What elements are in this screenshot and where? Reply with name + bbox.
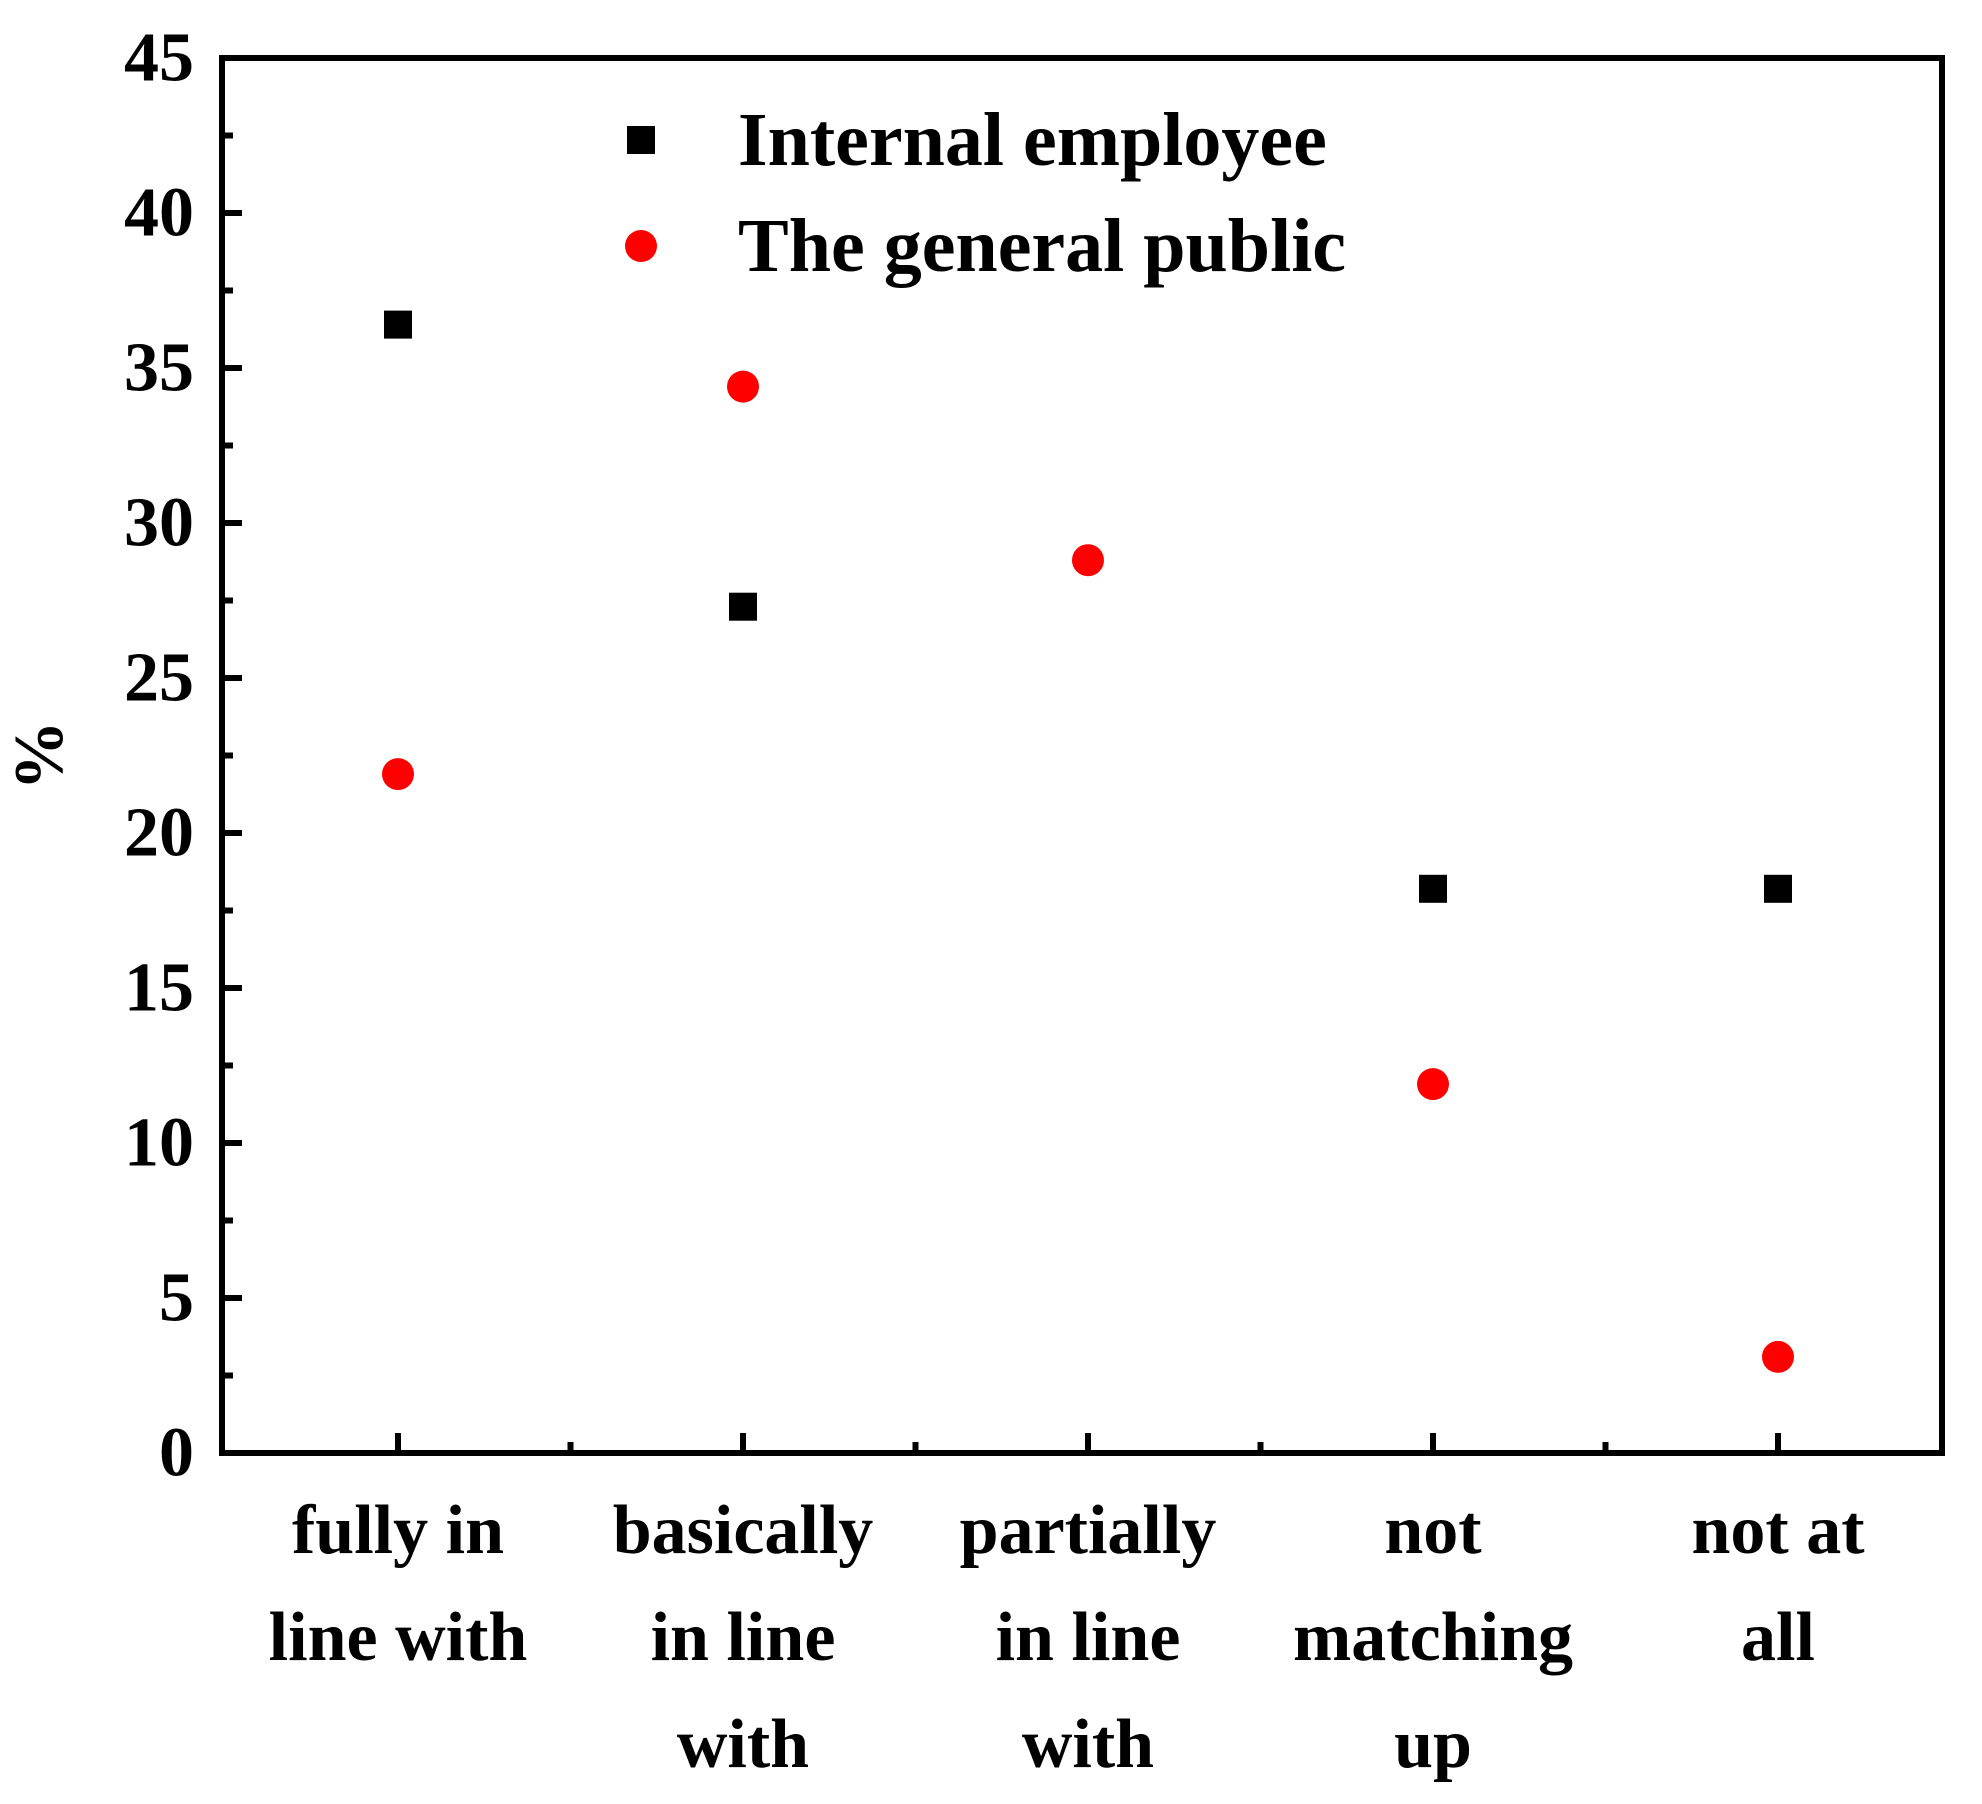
- data-point-circle: [727, 370, 759, 403]
- y-tick-label: 15: [124, 950, 194, 1027]
- data-point-square: [384, 310, 412, 339]
- data-points: [382, 310, 1794, 1373]
- x-category-label-line: fully in: [292, 1492, 504, 1569]
- x-category-label: not at all: [1691, 1492, 1864, 1676]
- y-axis-title: %: [1, 721, 78, 791]
- x-category-label-line: in line: [996, 1599, 1181, 1676]
- x-category-label-line: not at: [1691, 1492, 1864, 1569]
- legend-label: Internal employee: [738, 98, 1327, 182]
- x-category-label: fully in line with: [269, 1492, 528, 1676]
- data-point-circle: [1762, 1340, 1794, 1373]
- data-point-square: [1419, 874, 1447, 903]
- axis-ticks: [222, 55, 1781, 1456]
- x-category-label-line: with: [1022, 1706, 1154, 1783]
- axis-labels: 0 5 10 15 20 25 30 35 40 45 fully in line with basic…: [1, 20, 1865, 1784]
- x-category-label: partially in line with: [960, 1492, 1217, 1783]
- x-category-label-line: with: [677, 1706, 809, 1783]
- data-point-circle: [382, 758, 414, 791]
- legend-marker-circle: [625, 230, 657, 262]
- y-tick-label: 0: [159, 1415, 194, 1492]
- data-point-circle: [1072, 544, 1104, 577]
- y-tick-label: 30: [124, 485, 194, 562]
- data-point-circle: [1417, 1068, 1449, 1101]
- x-category-label: basically in line with: [613, 1492, 874, 1783]
- y-tick-label: 20: [124, 795, 194, 872]
- x-category-label-line: line with: [269, 1599, 528, 1676]
- x-category-label-line: partially: [960, 1492, 1217, 1569]
- y-tick-label: 35: [124, 330, 194, 407]
- y-tick-label: 45: [124, 20, 194, 97]
- x-category-label-line: matching: [1293, 1599, 1573, 1676]
- legend-label: The general public: [738, 204, 1346, 288]
- x-category-label-line: not: [1384, 1492, 1481, 1569]
- x-category-label-line: all: [1741, 1599, 1815, 1676]
- x-category-label-line: basically: [613, 1492, 874, 1569]
- y-tick-label: 5: [159, 1260, 194, 1337]
- x-category-label: not matching up: [1293, 1492, 1573, 1783]
- legend-marker-square: [627, 126, 655, 154]
- y-tick-label: 10: [124, 1105, 194, 1182]
- y-tick-label: 25: [124, 640, 194, 717]
- data-point-square: [729, 592, 757, 621]
- y-tick-label: 40: [124, 175, 194, 252]
- x-category-label-line: in line: [651, 1599, 836, 1676]
- legend: Internal employee The general public: [625, 98, 1346, 288]
- data-point-square: [1764, 874, 1792, 903]
- x-category-label-line: up: [1394, 1706, 1472, 1783]
